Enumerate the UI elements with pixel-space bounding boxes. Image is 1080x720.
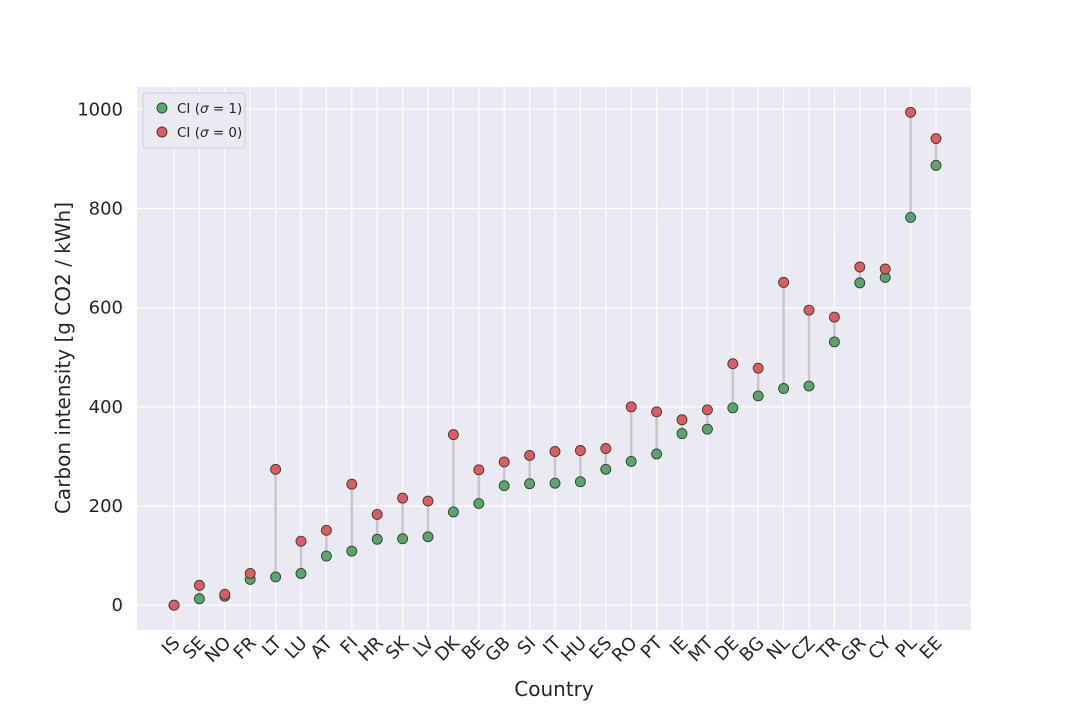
x-tick-label: PT [637,632,668,663]
point-sigma-1 [778,383,790,394]
point-sigma-0 [371,509,383,520]
point-sigma-0 [549,446,561,457]
point-sigma-0 [879,263,891,275]
point-sigma-0 [447,429,459,441]
x-tick-label: GB [481,633,514,666]
point-sigma-0 [930,133,942,145]
point-sigma-1 [676,428,688,440]
point-sigma-0 [676,414,688,426]
point-sigma-1 [422,531,434,543]
x-tick-label: FR [230,633,261,664]
point-sigma-1 [524,478,536,490]
point-sigma-1 [473,498,485,509]
y-tick-label: 200 [89,496,123,517]
legend-marker [156,126,168,138]
y-tick-label: 800 [89,198,123,219]
point-sigma-0 [600,443,612,454]
legend-label: CI (σ = 1) [177,101,242,117]
point-sigma-0 [498,456,510,468]
point-sigma-1 [803,380,815,392]
point-sigma-0 [854,261,866,273]
y-tick-label: 600 [89,298,123,319]
point-sigma-1 [651,448,663,460]
point-sigma-1 [701,423,713,435]
y-axis-label: Carbon intensity [g CO2 / kWh] [51,202,75,514]
point-sigma-1 [295,568,307,579]
point-sigma-0 [752,362,764,374]
point-sigma-0 [295,535,307,547]
legend-box [142,92,246,149]
x-tick-label: EE [916,633,947,664]
point-sigma-1 [752,390,764,402]
point-sigma-0 [701,404,713,416]
point-sigma-1 [193,593,205,605]
point-sigma-1 [600,463,612,475]
point-sigma-1 [574,476,586,488]
point-sigma-0 [219,588,231,600]
point-sigma-1 [346,545,358,557]
point-sigma-0 [803,304,815,316]
point-sigma-1 [727,402,739,414]
point-sigma-1 [320,550,332,562]
point-sigma-1 [828,336,840,348]
point-sigma-0 [346,478,358,490]
point-sigma-1 [371,533,383,545]
point-sigma-0 [244,568,256,579]
x-tick-label: SI [513,633,540,660]
point-sigma-0 [422,495,434,507]
markers [168,106,942,611]
point-sigma-1 [905,211,917,223]
point-sigma-0 [270,463,282,475]
point-sigma-0 [727,358,739,370]
x-tick-label: RO [608,633,642,667]
plot-area [137,87,971,630]
point-sigma-1 [498,480,510,492]
x-axis-label: Country [514,677,594,701]
y-tick-label: 0 [112,595,123,616]
point-sigma-0 [828,311,840,323]
y-ticks: 0 200 400 600 800 1000 [77,99,123,616]
point-sigma-1 [270,571,282,583]
point-sigma-1 [625,455,637,467]
legend-marker [156,102,168,114]
y-tick-label: 1000 [77,99,123,120]
point-sigma-1 [549,477,561,489]
y-tick-label: 400 [89,397,123,418]
x-tick-label: AT [307,632,338,663]
point-sigma-1 [854,277,866,289]
point-sigma-0 [320,524,332,536]
point-sigma-0 [625,401,637,413]
point-sigma-0 [905,106,917,118]
point-sigma-0 [778,276,790,288]
point-sigma-0 [651,406,663,418]
point-sigma-0 [193,579,205,591]
point-sigma-0 [574,445,586,456]
point-sigma-0 [524,449,536,461]
point-sigma-0 [397,492,409,504]
point-sigma-0 [168,599,180,611]
point-sigma-1 [397,533,409,545]
point-sigma-1 [930,159,942,171]
point-sigma-0 [473,464,485,476]
legend: CI (σ = 1) CI (σ = 0) [142,92,246,149]
point-sigma-1 [447,506,459,518]
legend-label: CI (σ = 0) [177,125,242,141]
